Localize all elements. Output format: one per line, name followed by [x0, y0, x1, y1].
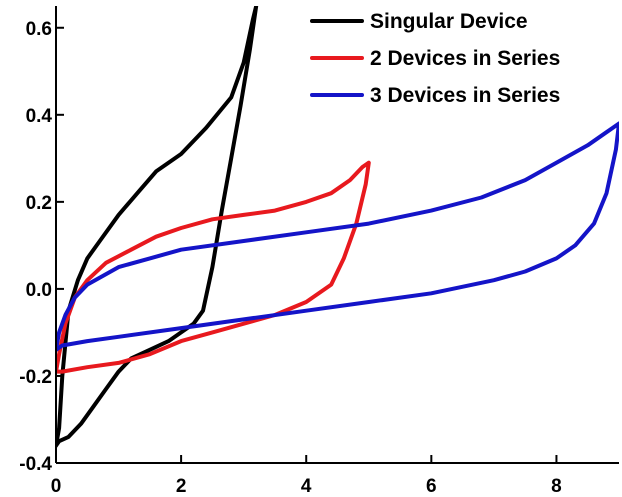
tick-labels: -0.4 -0.2 0.0 0.2 0.4 0.6 0 2 4 6 8: [19, 19, 561, 497]
series-line-2: [56, 160, 371, 374]
x-tick-label: 4: [301, 476, 312, 497]
axes: [55, 6, 619, 464]
legend-label-2: 2 Devices in Series: [370, 47, 560, 70]
x-tick-label: 0: [51, 476, 62, 497]
y-tick-label: 0.6: [26, 19, 52, 40]
y-tick-label: 0.4: [26, 106, 53, 127]
plot-area: [56, 6, 619, 448]
legend-label-3: 3 Devices in Series: [370, 84, 560, 107]
legend: Singular Device 2 Devices in Series 3 Devi…: [310, 10, 560, 107]
x-tick-label: 8: [551, 476, 562, 497]
series-line-3: [56, 121, 619, 352]
series-line-1: [56, 6, 259, 448]
legend-label-1: Singular Device: [370, 10, 528, 33]
y-tick-label: -0.4: [19, 454, 52, 475]
y-tick-label: -0.2: [19, 367, 52, 388]
y-tick-label: 0.2: [26, 193, 52, 214]
x-tick-label: 2: [176, 476, 187, 497]
x-tick-label: 6: [426, 476, 437, 497]
y-tick-label: 0.0: [26, 280, 52, 301]
